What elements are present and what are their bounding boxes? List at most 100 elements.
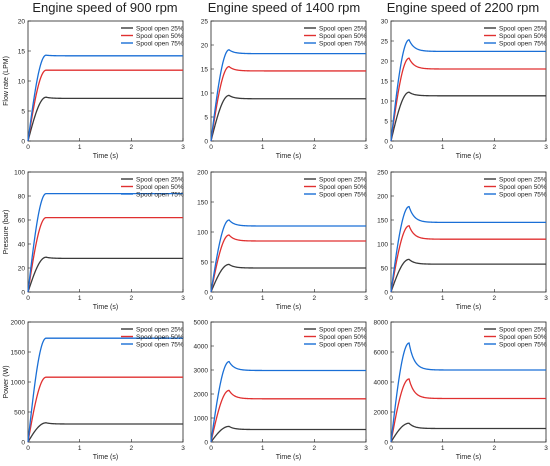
y-tick-label: 100 [14,169,25,176]
series-line-1 [390,258,546,293]
x-tick-label: 2 [130,144,134,151]
series-line-3 [27,54,183,142]
x-tick-label: 3 [544,445,548,452]
y-tick-label: 3000 [194,367,209,374]
x-tick-label: 1 [261,295,265,302]
legend-label-1: Spool open 25% [499,326,547,333]
x-axis-label: Time (s) [93,153,118,160]
x-tick-label: 1 [261,445,265,452]
legend-label-3: Spool open 75% [319,341,367,348]
y-tick-label: 50 [201,259,209,266]
column-title-900: Engine speed of 900 rpm [32,0,178,15]
legend-label-2: Spool open 50% [499,184,547,191]
series-line-1 [27,256,183,293]
x-tick-label: 3 [544,295,548,302]
y-tick-label: 5 [384,118,388,125]
x-axis-label: Time (s) [276,153,301,160]
series-line-1 [390,91,546,142]
x-tick-label: 0 [209,144,213,151]
y-tick-label: 0 [21,289,25,296]
x-tick-label: 1 [78,295,82,302]
y-tick-label: 150 [197,199,208,206]
y-tick-label: 15 [381,78,389,85]
legend-label-3: Spool open 75% [319,191,367,198]
x-axis-label: Time (s) [93,304,118,311]
series-line-2 [210,65,366,142]
y-tick-label: 0 [384,289,388,296]
panel-r2-c2: 0 2000 4000 6000 8000 0 1 2 3 Time (s) Spool open … [374,319,549,461]
x-tick-label: 1 [78,144,82,151]
y-tick-label: 10 [18,78,26,85]
y-tick-label: 250 [377,169,388,176]
legend-label-1: Spool open 25% [319,176,367,183]
y-axis-label: Pressure (bar) [3,210,10,255]
y-tick-label: 4000 [374,379,389,386]
y-tick-label: 10 [201,90,209,97]
x-tick-label: 1 [78,445,82,452]
y-tick-label: 2000 [194,391,209,398]
panel-r0-c0: 0 5 10 15 20 0 1 2 3 Time (s) Flow rate (LPM) Spool… [3,18,185,160]
y-tick-label: 200 [197,169,208,176]
x-tick-label: 1 [441,144,445,151]
plot-frame [210,20,367,142]
x-tick-label: 0 [209,295,213,302]
x-tick-label: 1 [441,445,445,452]
legend-label-3: Spool open 75% [499,341,547,348]
y-tick-label: 0 [384,138,388,145]
panel-r2-c1: 0 1000 2000 3000 4000 5000 0 1 2 3 Time (s) Spool o… [194,319,369,461]
x-axis-label: Time (s) [456,454,481,461]
x-tick-label: 0 [209,445,213,452]
series-line-3 [210,219,366,293]
legend-label-2: Spool open 50% [319,33,367,40]
x-tick-label: 3 [544,144,548,151]
legend-label-2: Spool open 50% [319,184,367,191]
panel-r1-c2: 0 50 100 150 200 250 0 1 2 3 Time (s) Spool open 25… [377,169,548,311]
y-tick-label: 1000 [194,415,209,422]
y-tick-label: 5 [21,108,25,115]
x-axis-label: Time (s) [276,454,301,461]
legend-label-2: Spool open 50% [499,334,547,341]
series-line-3 [27,192,183,293]
legend-label-2: Spool open 50% [136,334,184,341]
x-tick-label: 2 [130,445,134,452]
y-tick-label: 50 [381,265,389,272]
y-tick-label: 20 [18,18,26,25]
y-tick-label: 6000 [374,349,389,356]
x-tick-label: 2 [493,445,497,452]
x-tick-label: 3 [364,144,368,151]
x-axis-label: Time (s) [276,304,301,311]
y-tick-label: 100 [197,229,208,236]
legend-label-2: Spool open 50% [136,33,184,40]
series-line-1 [210,94,366,142]
x-tick-label: 2 [313,445,317,452]
x-tick-label: 3 [364,295,368,302]
x-tick-label: 0 [389,445,393,452]
y-tick-label: 0 [384,439,388,446]
x-axis-label: Time (s) [456,304,481,311]
series-line-2 [390,57,546,142]
y-tick-label: 15 [201,66,209,73]
legend-label-1: Spool open 25% [136,326,184,333]
legend-label-1: Spool open 25% [319,25,367,32]
plot-frame [210,321,367,443]
legend-label-3: Spool open 75% [499,40,547,47]
legend-label-3: Spool open 75% [319,40,367,47]
x-tick-label: 2 [493,144,497,151]
series-line-2 [27,216,183,293]
series-line-2 [210,234,366,293]
series-line-2 [390,225,546,293]
y-tick-label: 5000 [194,319,209,326]
y-tick-label: 8000 [374,319,389,326]
x-tick-label: 3 [181,445,185,452]
column-title-2200: Engine speed of 2200 rpm [386,0,540,15]
y-tick-label: 15 [18,48,26,55]
y-tick-label: 0 [21,439,25,446]
y-tick-label: 200 [377,193,388,200]
legend-label-1: Spool open 25% [136,25,184,32]
y-tick-label: 1500 [11,349,26,356]
series-line-2 [210,389,366,443]
series-line-3 [27,337,183,443]
x-tick-label: 0 [26,445,30,452]
